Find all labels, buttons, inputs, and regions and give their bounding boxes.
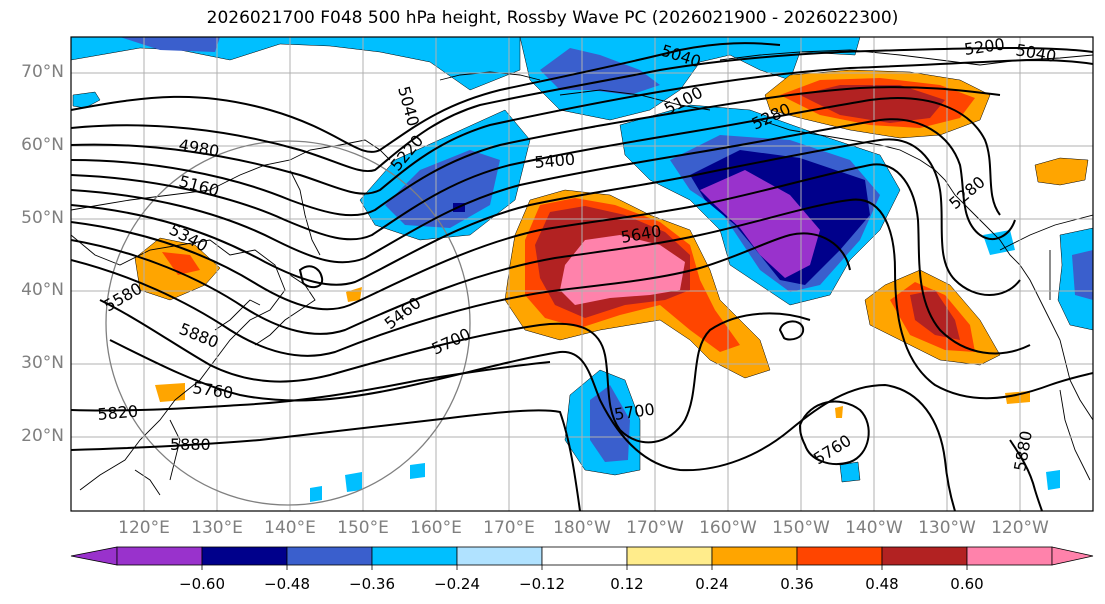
colorbar-segment (1051, 546, 1094, 566)
colorbar-tick-label: −0.24 (434, 575, 480, 593)
lon-label: 160°E (410, 518, 462, 538)
reference-circle (105, 140, 471, 506)
lon-label: 170°W (626, 518, 684, 538)
colorbar (70, 546, 1094, 570)
colorbar-segment (626, 546, 713, 566)
lon-label: 160°W (699, 518, 757, 538)
colorbar-segment (70, 546, 118, 566)
lon-label: 150°W (772, 518, 830, 538)
colorbar-segment (201, 546, 288, 566)
lon-label: 180°W (553, 518, 611, 538)
colorbar-segment (116, 546, 203, 566)
contour-label: 5400 (534, 150, 576, 172)
colorbar-tick-label: 0.60 (950, 575, 984, 593)
colorbar-tick-label: −0.48 (264, 575, 310, 593)
lon-label: 120°W (991, 518, 1049, 538)
colorbar-tick-label: 0.36 (780, 575, 814, 593)
colorbar-segment (711, 546, 798, 566)
lat-label: 70°N (21, 62, 64, 82)
contour-label: 5880 (170, 435, 211, 454)
lon-label: 170°E (483, 518, 535, 538)
lon-label: 150°E (337, 518, 389, 538)
colorbar-segment (286, 546, 373, 566)
positive-anomaly-shading (134, 69, 1089, 418)
colorbar-tick-label: −0.12 (519, 575, 565, 593)
colorbar-segment (541, 546, 628, 566)
colorbar-segment (796, 546, 883, 566)
lat-label: 50°N (21, 208, 64, 228)
lat-label: 30°N (21, 353, 64, 373)
colorbar-segment (881, 546, 968, 566)
colorbar-tick-label: 0.48 (865, 575, 899, 593)
map-title: 2026021700 F048 500 hPa height, Rossby W… (206, 8, 899, 28)
lon-label: 120°E (118, 518, 170, 538)
contour-label: 5820 (97, 402, 139, 424)
colorbar-segment (966, 546, 1053, 566)
contour-label: 5200 (963, 34, 1006, 58)
lat-label: 40°N (21, 280, 64, 300)
colorbar-tick-label: 0.12 (610, 575, 644, 593)
colorbar-tick-label: −0.36 (349, 575, 395, 593)
colorbar-tick-label: −0.60 (179, 575, 225, 593)
lon-label: 130°E (191, 518, 243, 538)
colorbar-segment (456, 546, 543, 566)
height-contours (71, 42, 1093, 511)
colorbar-tick-label: 0.24 (695, 575, 729, 593)
lon-label: 140°W (845, 518, 903, 538)
map-frame (70, 36, 1094, 512)
lat-label: 60°N (21, 135, 64, 155)
lon-label: 140°E (264, 518, 316, 538)
lon-label: 130°W (918, 518, 976, 538)
colorbar-segment (371, 546, 458, 566)
lat-label: 20°N (21, 426, 64, 446)
